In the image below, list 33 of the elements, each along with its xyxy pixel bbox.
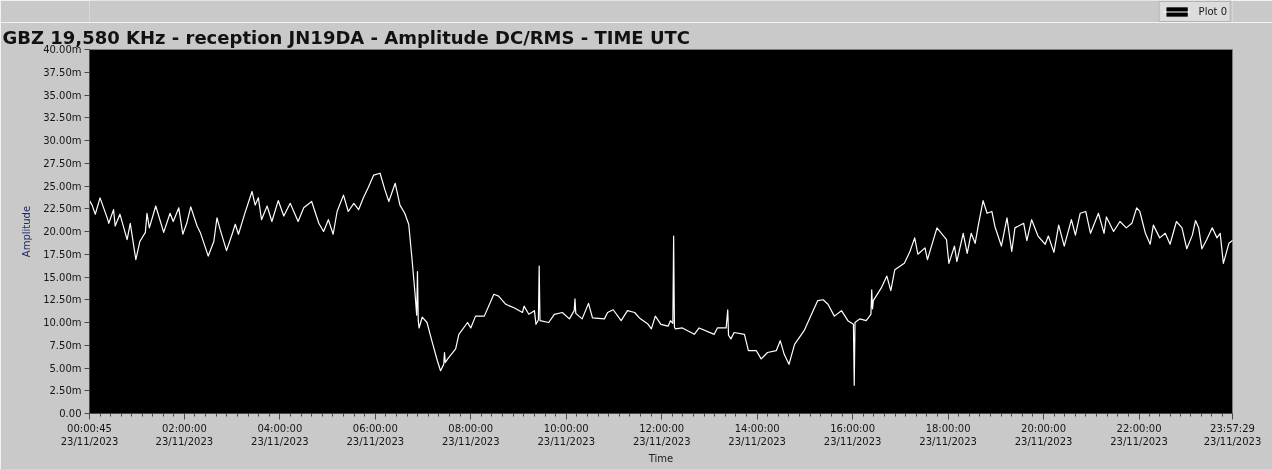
y-tick-label: 0.00: [59, 408, 82, 419]
x-tick-label: 20:00:00 23/11/2023: [1014, 422, 1073, 447]
y-tick-label: 27.50m: [43, 157, 82, 169]
line-series: [89, 172, 1233, 386]
y-tick-label: 5.00m: [49, 362, 82, 374]
x-tick-label: 04:00:00 23/11/2023: [251, 422, 309, 447]
x-tick-label: 14:00:00 23/11/2023: [728, 422, 786, 447]
x-tick-label: 18:00:00 23/11/2023: [919, 422, 977, 447]
x-tick-label: 16:00:00 23/11/2023: [823, 422, 882, 447]
x-tick-label: 02:00:00 23/11/2023: [155, 422, 214, 447]
legend-label: Plot 0: [1198, 5, 1227, 18]
x-tick-label: 22:00:00 23/11/2023: [1110, 422, 1168, 447]
y-tick-label: 25.00m: [43, 180, 82, 192]
y-tick-label: 7.50m: [49, 339, 82, 351]
x-axis-title: Time: [647, 452, 674, 464]
y-tick-label: 35.00m: [43, 89, 82, 101]
x-tick-label: 00:00:45 23/11/2023: [60, 422, 119, 447]
x-tick-label: 06:00:00 23/11/2023: [346, 422, 405, 447]
y-tick-label: 20.00m: [43, 226, 82, 237]
y-tick-label: 32.50m: [43, 112, 82, 124]
y-axis-title: Amplitude: [21, 205, 33, 258]
x-tick-label: 12:00:00 23/11/2023: [632, 422, 691, 447]
y-tick-label: 30.00m: [43, 135, 82, 146]
y-tick-label: 2.50m: [49, 385, 82, 397]
y-tick-label: 10.00m: [43, 317, 82, 328]
y-tick-label: 17.50m: [43, 248, 82, 260]
y-tick-label: 37.50m: [43, 66, 82, 78]
y-tick-label: 22.50m: [43, 203, 82, 215]
y-tick-label: 15.00m: [43, 271, 82, 283]
x-tick-label: 23:57:29 23/11/2023: [1203, 422, 1262, 447]
y-tick-label: 12.50m: [43, 294, 82, 306]
x-tick-label: 08:00:00 23/11/2023: [441, 422, 500, 447]
x-tick-label: 10:00:00 23/11/2023: [537, 422, 596, 447]
